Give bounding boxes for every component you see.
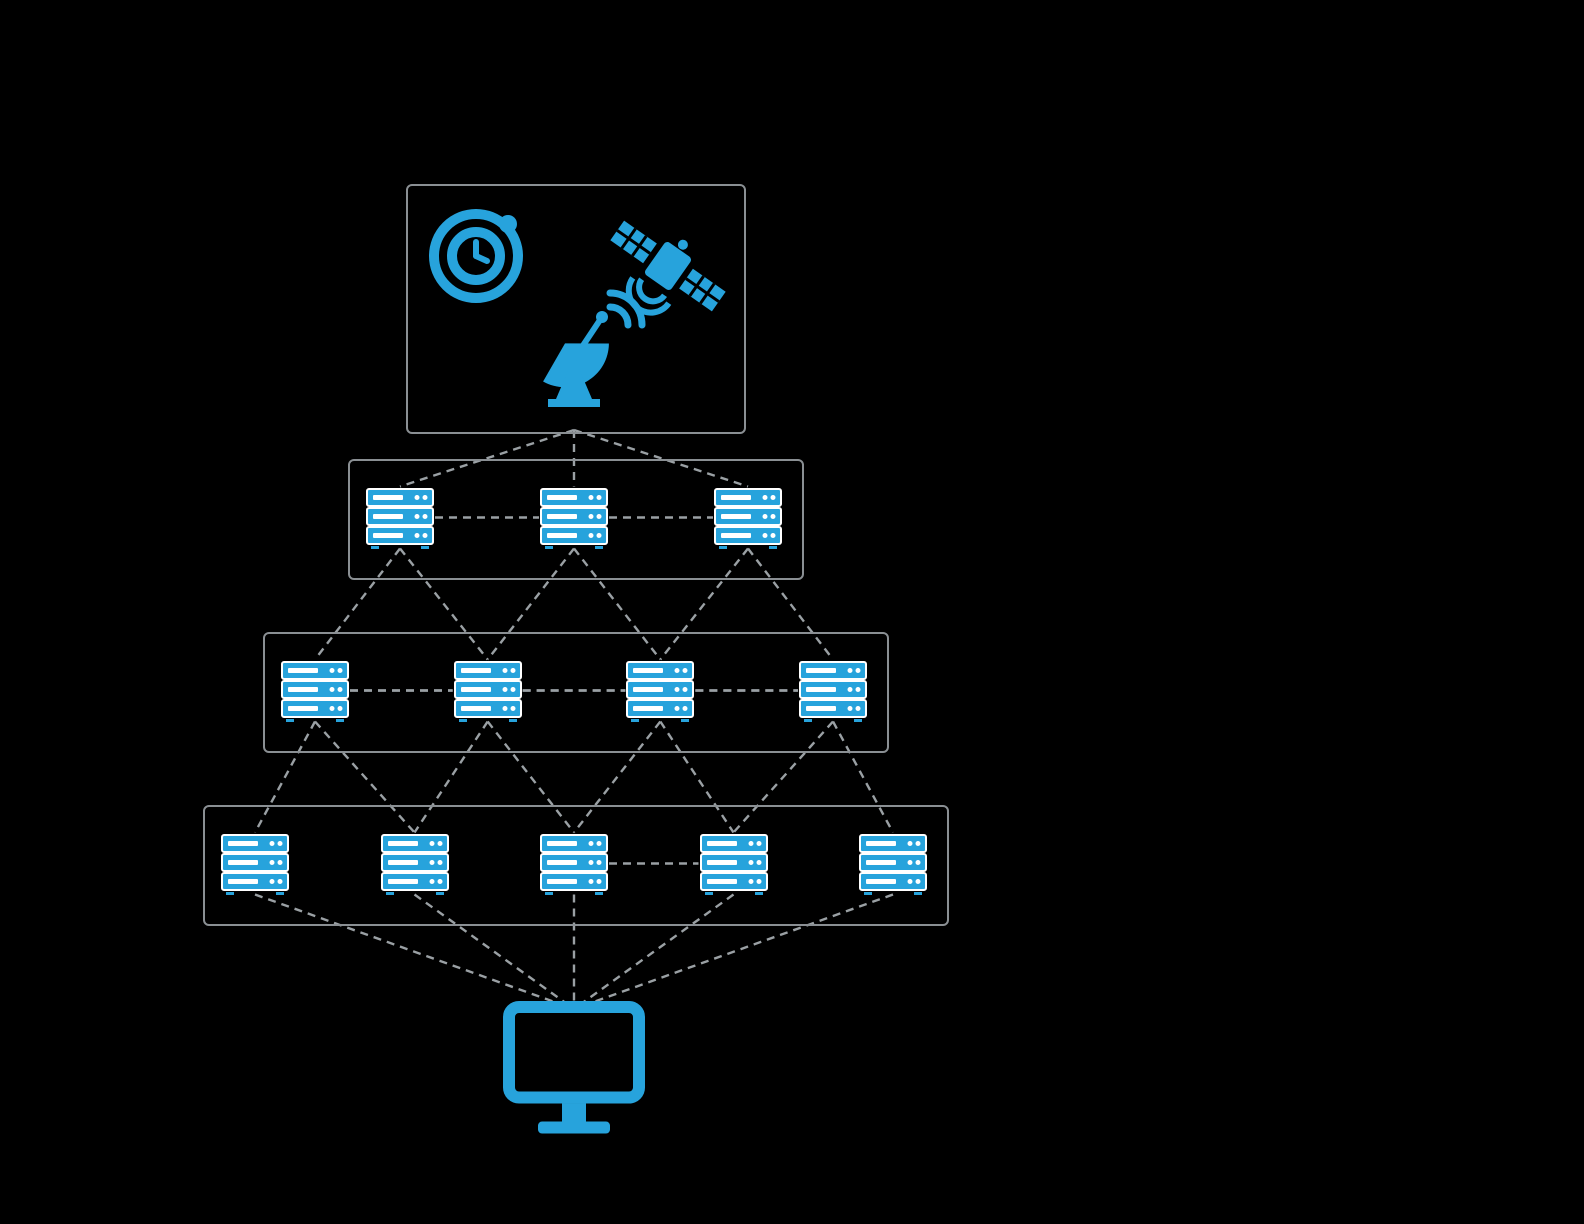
server-icon <box>625 660 695 722</box>
server-icon <box>858 833 928 895</box>
label-gps: GPS <box>758 234 796 255</box>
label-stratum1: Stratum 1 <box>816 503 894 524</box>
server-icon <box>365 487 435 549</box>
clock-icon <box>434 214 518 298</box>
monitor-icon <box>501 999 647 1145</box>
server-icon <box>220 833 290 895</box>
connector-line <box>0 0 1584 1224</box>
server-icon <box>453 660 523 722</box>
label-clock: Atomic Clock <box>266 234 371 255</box>
dish-icon <box>532 293 642 407</box>
stratum2-box <box>263 632 889 753</box>
server-icon <box>380 833 450 895</box>
server-icon <box>798 660 868 722</box>
server-icon <box>280 660 350 722</box>
label-stratum2: Stratum 2 <box>901 676 979 697</box>
server-icon <box>539 487 609 549</box>
server-icon <box>713 487 783 549</box>
server-icon <box>699 833 769 895</box>
server-icon <box>539 833 609 895</box>
satellite-icon <box>587 205 736 344</box>
label-stratum3: Stratum 3 <box>961 849 1039 870</box>
label-stratum0: Stratum 0 <box>758 406 836 427</box>
diagram-canvas: Atomic Clock GPS Stratum 0 Stratum 1 Stratum… <box>0 0 1584 1224</box>
stratum0-icons <box>406 184 742 430</box>
